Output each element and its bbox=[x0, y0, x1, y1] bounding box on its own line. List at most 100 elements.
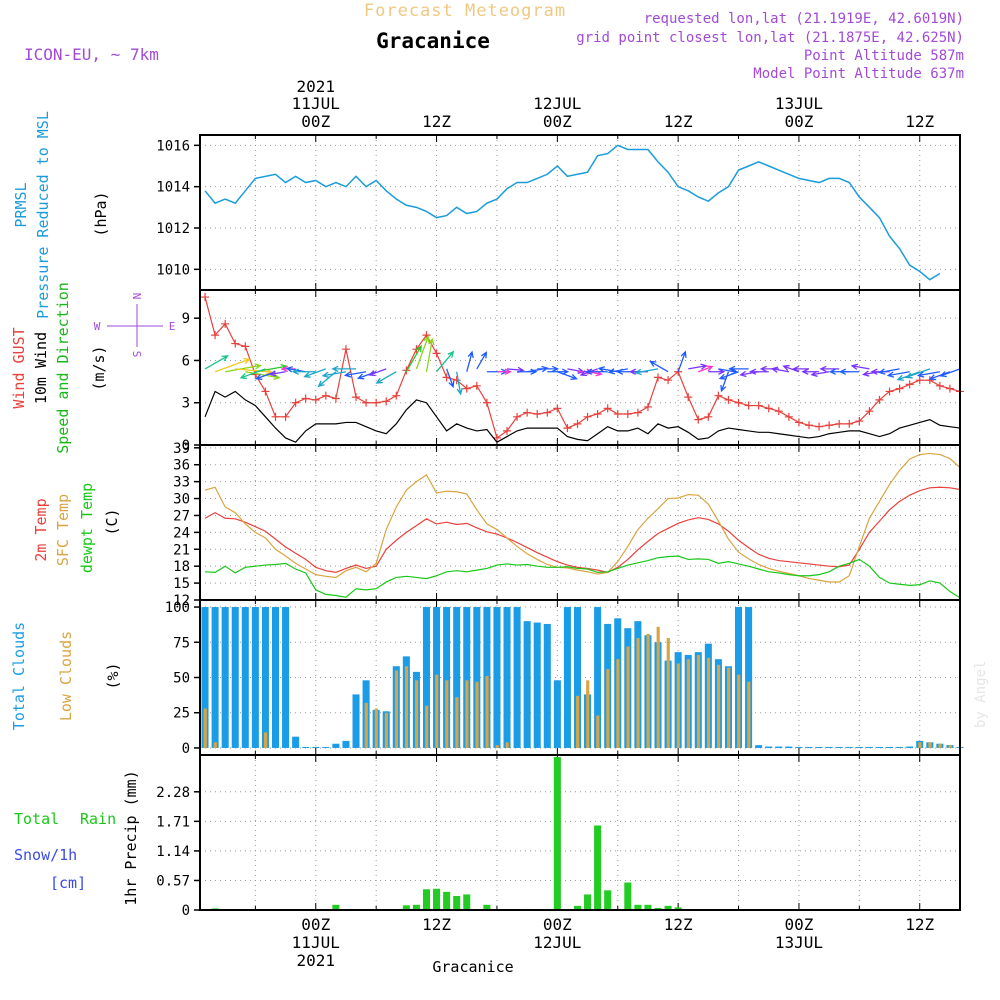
total-cloud-bar bbox=[302, 746, 310, 748]
total-cloud-bar bbox=[312, 746, 320, 748]
total-cloud-bar bbox=[745, 607, 753, 748]
gust-marker bbox=[774, 407, 783, 416]
y-tick-label: 21 bbox=[173, 542, 190, 558]
wind-direction-arrow bbox=[850, 363, 870, 370]
label-sfc-temp: SFC Temp bbox=[54, 494, 72, 566]
y-tick-label: 6 bbox=[182, 353, 190, 369]
low-cloud-bar bbox=[656, 626, 660, 748]
gust-marker bbox=[261, 387, 270, 396]
wind-direction-arrow bbox=[886, 371, 910, 378]
low-cloud-bar bbox=[415, 680, 419, 748]
rain-bar bbox=[422, 889, 431, 910]
low-cloud-bar bbox=[948, 745, 952, 748]
total-cloud-bar bbox=[322, 746, 330, 748]
gust-marker bbox=[201, 293, 210, 302]
wind-direction-arrow bbox=[456, 371, 463, 396]
rain-bar bbox=[483, 904, 491, 910]
top-year-label: 2021 bbox=[296, 77, 335, 96]
gust-marker bbox=[794, 418, 803, 427]
y-tick-label: 30 bbox=[173, 492, 190, 508]
low-cloud-bar bbox=[666, 638, 670, 748]
gust-marker bbox=[623, 410, 632, 418]
total-cloud-bar bbox=[422, 607, 431, 748]
label-wind-gust: Wind GUST bbox=[10, 327, 28, 408]
watermark: by Angel bbox=[973, 661, 989, 728]
label-percent: (%) bbox=[104, 662, 122, 689]
total-cloud-bar bbox=[855, 746, 863, 748]
footer-location: Gracanice bbox=[432, 958, 513, 976]
total-cloud-bar bbox=[765, 746, 773, 749]
low-cloud-bar bbox=[485, 676, 489, 748]
gust-marker bbox=[815, 422, 824, 431]
low-cloud-bar bbox=[686, 659, 690, 748]
y-tick-label: 0 bbox=[182, 438, 190, 454]
wind-direction-arrow bbox=[291, 368, 316, 375]
wind-direction-arrow bbox=[677, 350, 687, 372]
gust-marker bbox=[271, 412, 280, 421]
point-altitude: Point Altitude 587m bbox=[804, 48, 964, 64]
wind-direction-arrow bbox=[517, 368, 538, 375]
y-tick-label: 1012 bbox=[156, 221, 190, 237]
y-tick-label: 15 bbox=[173, 576, 190, 592]
low-cloud-bar bbox=[727, 667, 731, 748]
wind-direction-arrow bbox=[708, 368, 726, 375]
low-cloud-bar bbox=[646, 633, 650, 748]
panel-clouds: 0 25 50 75 100 bbox=[165, 599, 964, 757]
compass-rose: N S W E bbox=[94, 293, 176, 358]
label-1hr-precip: 1hr Precip (mm) bbox=[122, 770, 140, 905]
panel-wind: 0 3 6 9 bbox=[182, 289, 964, 454]
total-cloud-bar bbox=[573, 607, 582, 748]
total-cloud-bar bbox=[271, 607, 280, 748]
bottom-date-label: 11JUL bbox=[292, 933, 340, 952]
gust-marker bbox=[704, 412, 713, 421]
gust-marker bbox=[945, 384, 954, 393]
gust-marker bbox=[865, 407, 874, 416]
top-hour-label: 12Z bbox=[422, 112, 451, 131]
gust-marker bbox=[694, 415, 703, 424]
wind-direction-arrow bbox=[792, 365, 810, 373]
total-cloud-bar bbox=[251, 607, 259, 748]
low-cloud-bar bbox=[938, 743, 942, 748]
low-cloud-bar bbox=[696, 654, 701, 748]
rain-bar bbox=[553, 757, 561, 910]
low-cloud-bar bbox=[374, 708, 378, 748]
low-cloud-bar bbox=[213, 742, 217, 748]
y-tick-label: 50 bbox=[173, 671, 190, 687]
gust-marker bbox=[714, 391, 723, 400]
gust-marker bbox=[724, 395, 733, 404]
total-cloud-bar bbox=[201, 607, 209, 748]
label-total-clouds: Total Clouds bbox=[10, 622, 28, 730]
wind-direction-arrow bbox=[204, 355, 229, 370]
total-cloud-bar bbox=[342, 740, 350, 748]
gust-marker bbox=[392, 391, 401, 400]
top-hour-label: 00Z bbox=[301, 112, 330, 131]
gust-marker bbox=[895, 384, 904, 393]
low-cloud-bar bbox=[918, 742, 922, 748]
total-cloud-bar bbox=[473, 607, 481, 748]
gust-marker bbox=[754, 401, 763, 410]
low-cloud-bar bbox=[394, 670, 399, 748]
gust-marker bbox=[684, 393, 693, 402]
gust-marker bbox=[734, 398, 743, 407]
gust-marker bbox=[825, 421, 834, 430]
wind-direction-arrow bbox=[585, 368, 608, 375]
label-prmsl: PRMSL bbox=[12, 182, 30, 227]
label-10m-wind: 10m Wind bbox=[32, 332, 50, 404]
total-cloud-bar bbox=[533, 622, 541, 748]
gust-marker bbox=[744, 401, 753, 410]
gust-marker bbox=[925, 376, 934, 385]
label-cm: [cm] bbox=[50, 874, 86, 892]
wind-direction-arrow bbox=[698, 365, 714, 373]
bottom-hour-label: 00Z bbox=[301, 915, 330, 934]
gust-marker bbox=[432, 349, 441, 358]
rain-bar bbox=[433, 888, 441, 910]
gust-marker bbox=[352, 393, 361, 402]
model-altitude: Model Point Altitude 637m bbox=[753, 66, 964, 82]
y-tick-label: 1010 bbox=[156, 262, 190, 278]
y-tick-label: 25 bbox=[173, 706, 190, 722]
supertitle: Forecast Meteogram bbox=[364, 1, 566, 21]
low-cloud-bar bbox=[616, 659, 620, 748]
total-cloud-bar bbox=[896, 746, 904, 748]
total-cloud-bar bbox=[775, 746, 783, 749]
